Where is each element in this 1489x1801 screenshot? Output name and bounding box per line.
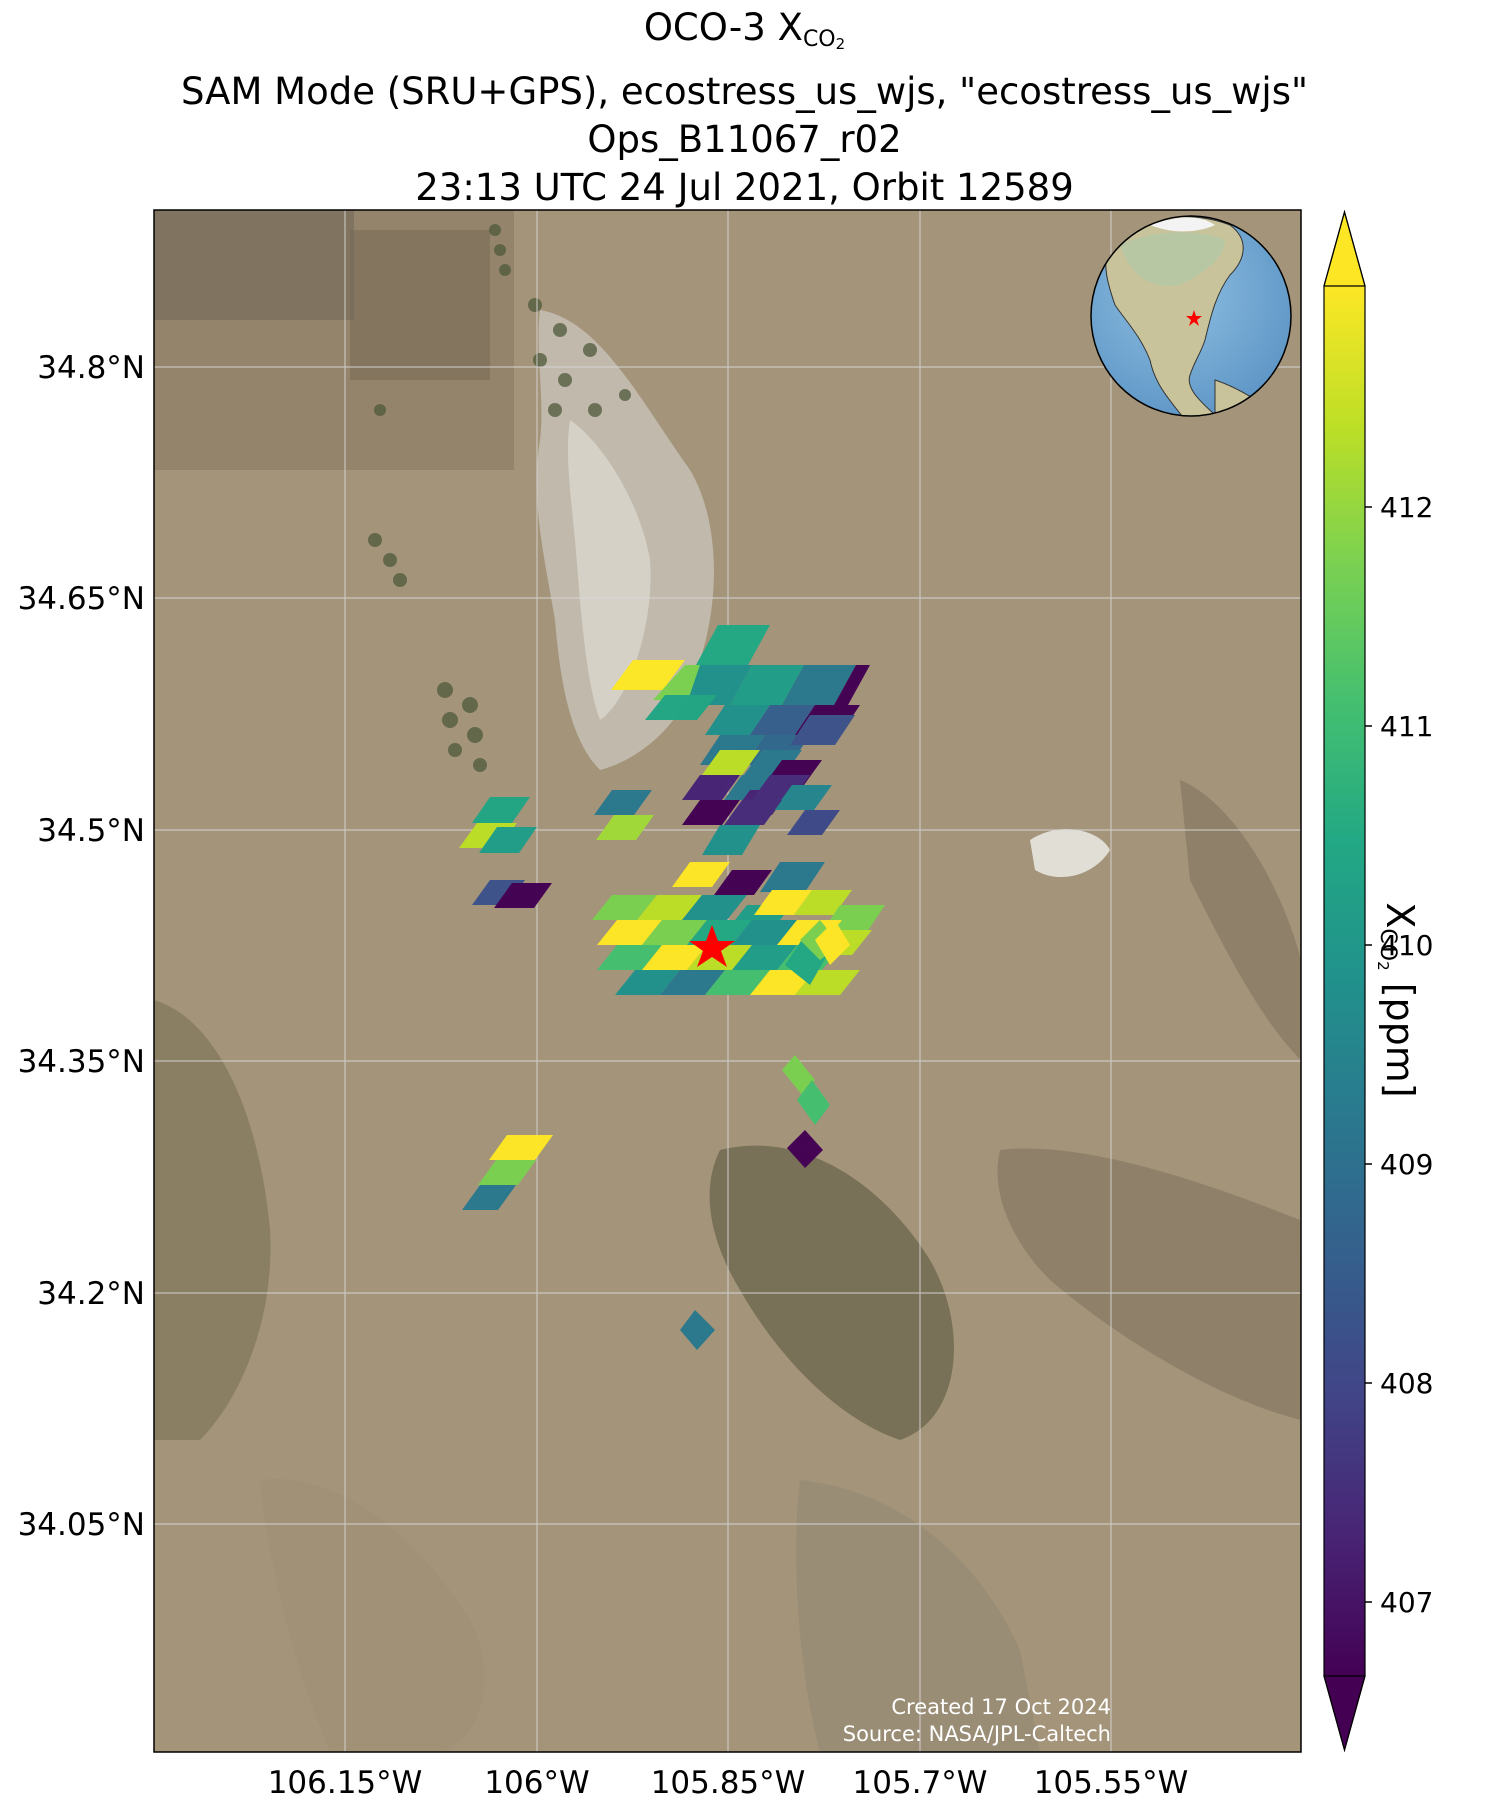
map-frame <box>153 209 1302 1753</box>
colorbar-tick-label: 410 <box>1380 929 1433 962</box>
colorbar-label-sub2: 2 <box>1374 961 1392 971</box>
lon-tick-label: 105.85°W <box>651 1765 806 1801</box>
title-line-1: OCO-3 XCO2 <box>0 4 1489 68</box>
colorbar-label-prefix: X <box>1378 902 1422 929</box>
lat-tick-label: 34.35°N <box>18 1044 145 1080</box>
longitude-axis: 106.15°W 106°W 105.85°W 105.7°W 105.55°W <box>268 1765 1189 1801</box>
colorbar-tick-label: 409 <box>1380 1148 1433 1181</box>
colorbar: 407 408 409 410 411 412 <box>1323 209 1433 1753</box>
title-subscript-2: 2 <box>835 35 846 53</box>
colorbar-label-suffix: [ppm] <box>1378 970 1422 1098</box>
lat-tick-label: 34.05°N <box>18 1507 145 1543</box>
title-line-2: SAM Mode (SRU+GPS), ecostress_us_wjs, "e… <box>180 70 1309 113</box>
credit-source: Source: NASA/JPL-Caltech <box>842 1722 1111 1746</box>
globe-inset <box>1090 215 1292 417</box>
colorbar-label: XCO2 [ppm] <box>1374 902 1422 1097</box>
lat-tick-label: 34.5°N <box>37 813 145 849</box>
lon-tick-label: 105.55°W <box>1034 1765 1189 1801</box>
title-subscript: CO <box>802 27 836 52</box>
xco2-footprints <box>459 625 885 1350</box>
lon-tick-label: 106.15°W <box>268 1765 423 1801</box>
center-pivot-fields <box>368 224 631 772</box>
lon-tick-label: 105.7°W <box>853 1765 988 1801</box>
lat-tick-label: 34.2°N <box>37 1276 145 1312</box>
latitude-axis: 34.8°N 34.65°N 34.5°N 34.35°N 34.2°N 34.… <box>18 350 145 1543</box>
globe-star-marker <box>1186 310 1202 326</box>
colorbar-tick-label: 407 <box>1380 1586 1433 1619</box>
target-star-marker <box>689 925 735 967</box>
title-line-3: Ops_B11067_r02 <box>587 118 902 161</box>
lat-tick-label: 34.8°N <box>37 350 145 386</box>
lon-tick-label: 106°W <box>484 1765 589 1801</box>
colorbar-label-sub: CO <box>1375 928 1400 962</box>
colorbar-tick-label: 408 <box>1380 1367 1433 1400</box>
title-line-4: 23:13 UTC 24 Jul 2021, Orbit 12589 <box>415 166 1074 209</box>
title-species: OCO-3 X <box>643 6 803 49</box>
credit-created: Created 17 Oct 2024 <box>891 1695 1111 1719</box>
figure-title: OCO-3 XCO2 SAM Mode (SRU+GPS), ecostress… <box>0 4 1489 212</box>
lat-tick-label: 34.65°N <box>18 581 145 617</box>
colorbar-tick-label: 411 <box>1380 710 1433 743</box>
colorbar-tick-label: 412 <box>1380 491 1433 524</box>
